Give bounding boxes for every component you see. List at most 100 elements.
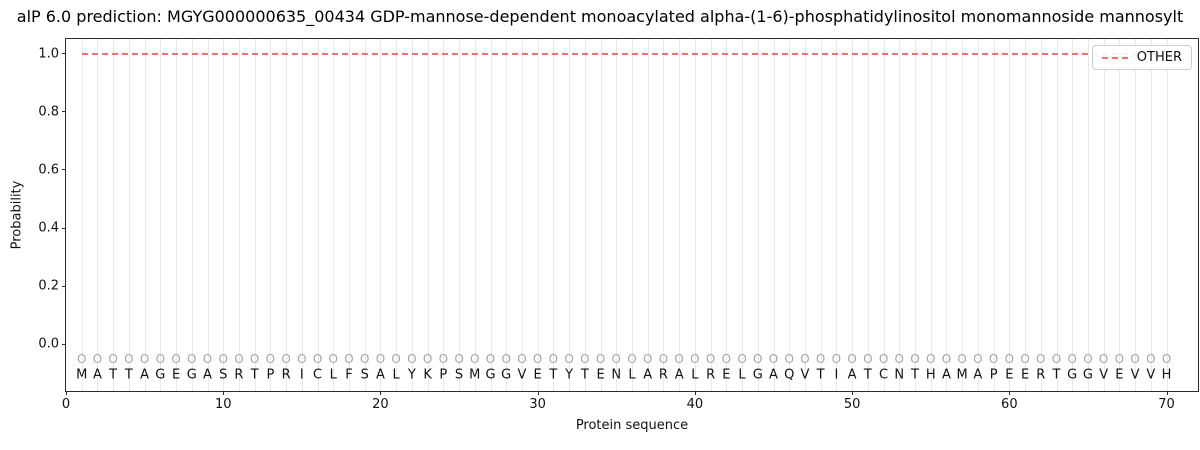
gridline: [144, 39, 146, 391]
sequence-letter: R: [281, 367, 291, 383]
gridline: [317, 39, 319, 391]
position-marker-O: O: [1083, 352, 1093, 366]
x-tick-mark: [380, 391, 382, 395]
gridline: [176, 39, 178, 391]
position-marker-O: O: [580, 352, 590, 366]
gridline: [286, 39, 288, 391]
sequence-letter: P: [266, 367, 275, 383]
sequence-letter: A: [941, 367, 951, 383]
gridline: [1166, 39, 1168, 391]
sequence-letter: S: [454, 367, 464, 383]
sequence-letter: G: [1067, 367, 1078, 383]
position-marker-O: O: [894, 352, 904, 366]
gridline: [1135, 39, 1137, 391]
sequence-letter: L: [329, 367, 337, 383]
sequence-letter: E: [1115, 367, 1124, 383]
sequence-letter: L: [738, 367, 746, 383]
position-marker-O: O: [470, 352, 480, 366]
y-tick-mark: [62, 343, 66, 345]
position-marker-O: O: [925, 352, 936, 366]
gridline: [569, 39, 571, 391]
position-marker-O: O: [407, 352, 417, 366]
sequence-letter: L: [691, 367, 699, 383]
sequence-letter: E: [171, 367, 181, 383]
position-marker-O: O: [108, 352, 118, 366]
gridline: [600, 39, 602, 391]
sequence-letter: Y: [407, 367, 416, 383]
sequence-letter: Y: [565, 367, 574, 383]
position-marker-O: O: [1114, 352, 1125, 366]
sequence-letter: V: [517, 367, 527, 383]
gridline: [962, 39, 964, 391]
position-marker-O: O: [155, 352, 166, 366]
position-marker-O: O: [422, 352, 433, 366]
position-marker-O: O: [1146, 352, 1156, 366]
gridline: [710, 39, 712, 391]
sequence-letter: G: [155, 367, 166, 383]
sequence-letter: A: [674, 367, 684, 383]
y-tick-mark: [62, 227, 66, 229]
sequence-letter: G: [186, 367, 197, 383]
position-marker-O: O: [768, 352, 779, 366]
gridline: [113, 39, 115, 391]
x-tick-mark: [694, 391, 696, 395]
gridline: [191, 39, 193, 391]
x-tick-label: 60: [1001, 397, 1018, 412]
gridline: [459, 39, 461, 391]
position-marker-O: O: [705, 352, 716, 366]
sequence-letter: P: [439, 367, 448, 383]
gridline: [443, 39, 445, 391]
sequence-letter: R: [1036, 367, 1046, 383]
gridline: [1072, 39, 1074, 391]
gridline: [804, 39, 806, 391]
position-marker-O: O: [501, 352, 511, 366]
position-marker-O: O: [328, 352, 338, 366]
gridline: [1040, 39, 1042, 391]
position-marker-O: O: [973, 352, 983, 366]
position-marker-O: O: [721, 352, 732, 366]
x-tick-mark: [537, 391, 539, 395]
y-tick-label: 1.0: [38, 46, 59, 62]
gridline: [820, 39, 822, 391]
sequence-letter: A: [769, 367, 778, 383]
gridline: [506, 39, 508, 391]
gridline: [301, 39, 303, 391]
sequence-letter: L: [392, 367, 400, 383]
sequence-letter: T: [250, 367, 259, 383]
gridline: [223, 39, 225, 391]
position-marker-O: O: [941, 352, 952, 366]
position-marker-O: O: [957, 352, 967, 366]
sequence-letter: H: [925, 367, 936, 383]
sequence-letter: E: [722, 367, 731, 383]
sequence-letter: M: [469, 367, 481, 383]
sequence-letter: A: [643, 367, 653, 383]
position-marker-O: O: [202, 352, 213, 366]
x-tick-label: 40: [686, 397, 704, 412]
sequence-letter: R: [234, 367, 244, 383]
position-marker-O: O: [737, 352, 747, 366]
sequence-letter: C: [879, 367, 889, 383]
position-marker-O: O: [815, 352, 826, 366]
position-marker-O: O: [595, 352, 606, 366]
gridline: [396, 39, 398, 391]
sequence-letter: T: [1052, 367, 1061, 383]
gridline: [1025, 39, 1027, 391]
gridline: [584, 39, 586, 391]
sequence-letter: V: [800, 367, 810, 383]
gridline: [632, 39, 633, 391]
gridline: [977, 39, 979, 391]
position-marker-O: O: [218, 352, 228, 366]
sequence-letter: T: [109, 367, 118, 383]
sequence-letter: A: [847, 367, 857, 383]
position-marker-O: O: [76, 352, 87, 366]
gridline: [726, 39, 728, 391]
position-marker-O: O: [642, 352, 653, 366]
position-marker-O: O: [375, 352, 386, 366]
gridline: [1119, 39, 1121, 391]
position-marker-O: O: [988, 352, 999, 366]
sequence-letter: T: [549, 367, 558, 383]
sequence-letter: S: [219, 367, 228, 383]
sequence-letter: I: [834, 367, 839, 383]
y-tick-label: 0.2: [38, 278, 59, 294]
